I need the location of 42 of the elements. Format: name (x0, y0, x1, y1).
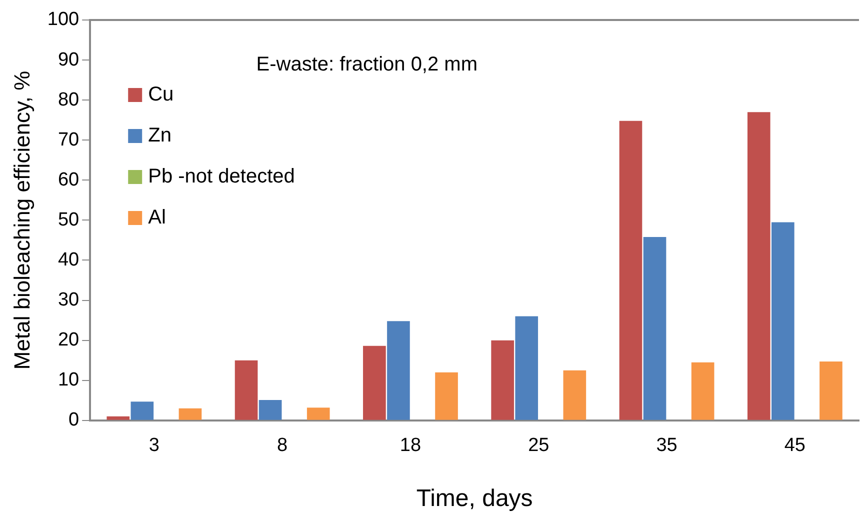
bar (515, 316, 538, 420)
y-tick-label: 30 (58, 290, 80, 311)
x-tick-label: 45 (784, 435, 806, 456)
bar (306, 408, 330, 420)
bar (178, 408, 202, 420)
bar (563, 370, 586, 420)
y-tick-label: 100 (47, 9, 80, 30)
y-tick-label: 60 (58, 169, 80, 190)
y-tick-label: 90 (58, 49, 80, 70)
bar (643, 237, 666, 420)
y-tick-label: 10 (58, 370, 80, 391)
text: E-waste: fraction 0,2 mm (256, 54, 478, 76)
legend-label: Zn (148, 124, 172, 147)
bar (106, 416, 130, 420)
x-tick-label: 25 (528, 435, 550, 456)
y-tick-label: 80 (58, 89, 80, 110)
bar (820, 362, 842, 420)
legend-label: Al (148, 206, 166, 229)
bar (363, 346, 386, 420)
bar (234, 360, 258, 420)
bar (435, 372, 458, 420)
legend-label: Pb -not detected (148, 166, 295, 188)
y-tick-label: 50 (58, 209, 80, 230)
bar (747, 112, 770, 420)
x-tick-label: 3 (148, 435, 160, 456)
y-tick-label: 0 (68, 410, 80, 431)
x-tick-label: 35 (656, 435, 678, 456)
y-tick-label: 40 (58, 249, 80, 270)
y-axis-title: Metal bioleaching efficiency, % (9, 70, 34, 370)
x-tick-label: 8 (277, 435, 288, 456)
bar (387, 321, 410, 420)
x-tick-label: 18 (400, 435, 422, 456)
bar (258, 400, 282, 420)
bar (772, 222, 794, 420)
x-axis-title: Time, days (416, 485, 533, 512)
bar (491, 340, 514, 420)
bar (691, 362, 714, 420)
bar (130, 402, 154, 420)
y-tick-label: 70 (58, 129, 80, 150)
bar (619, 120, 642, 420)
y-tick-label: 20 (58, 330, 80, 351)
legend-label: Cu (148, 84, 174, 106)
